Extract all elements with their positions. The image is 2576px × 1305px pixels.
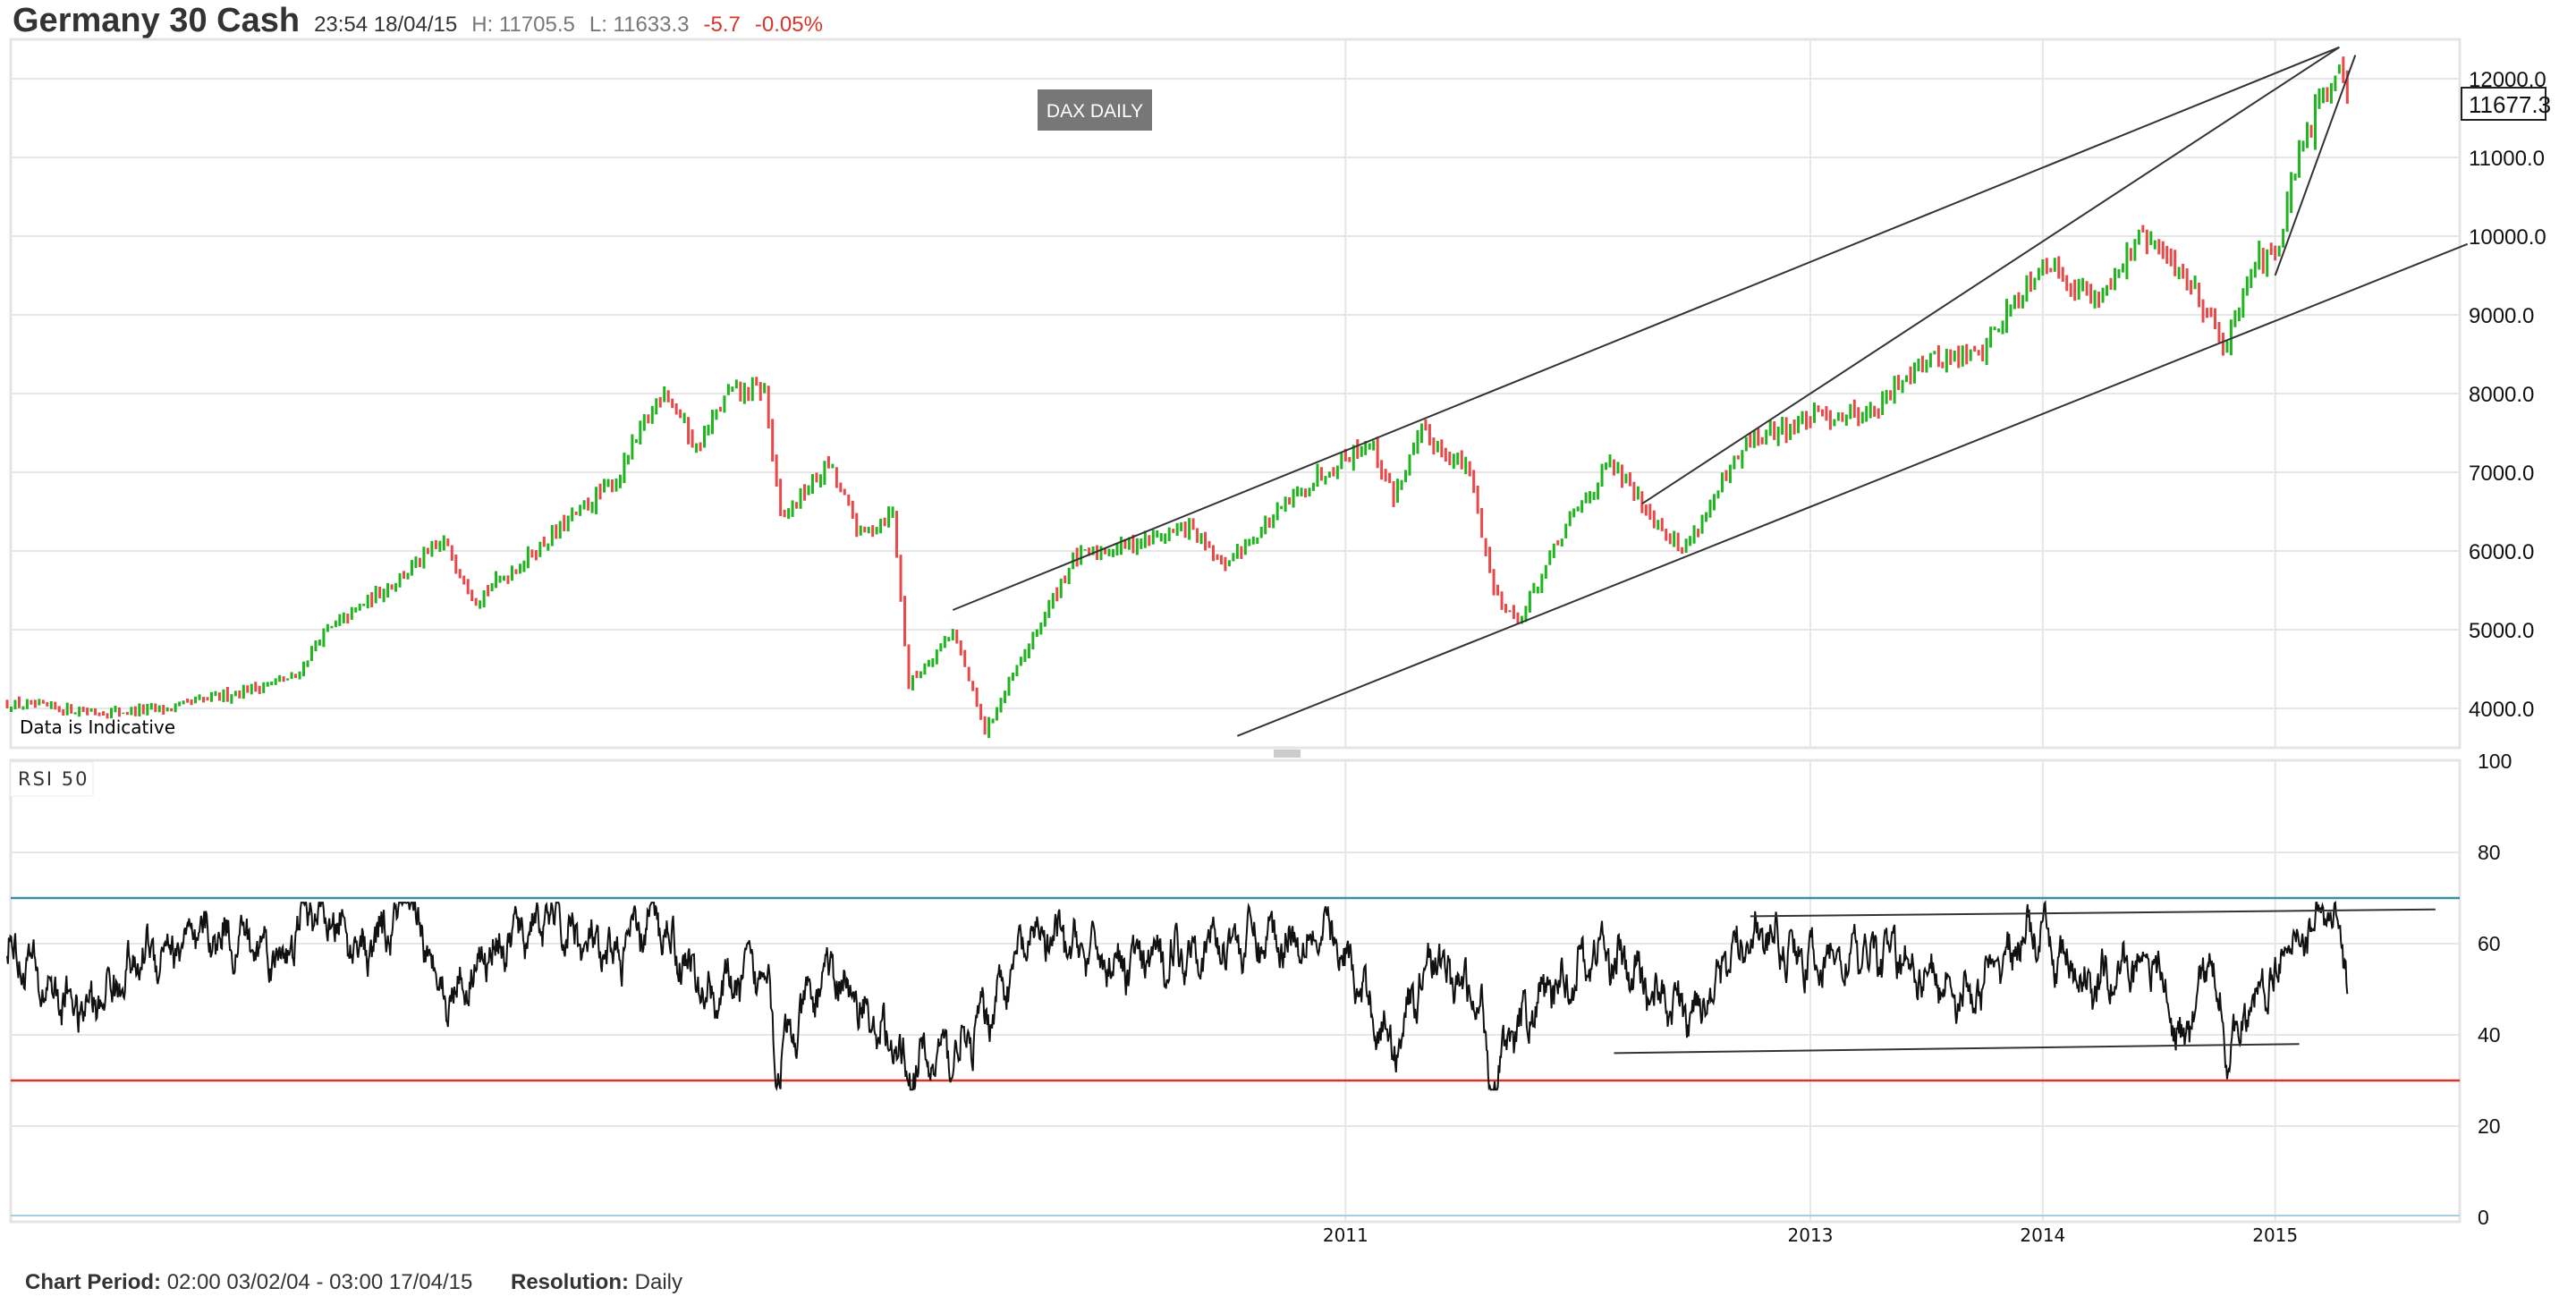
time-tick-label: 2014 [2020, 1224, 2065, 1246]
price-change-pct: -0.05% [754, 13, 823, 37]
last-price-value: 11677.3 [2469, 91, 2551, 118]
rsi-panel [6, 900, 2436, 1092]
resolution-label: Resolution: [510, 1270, 629, 1294]
rsi-label: RSI 50 [18, 768, 89, 790]
price-bars [5, 56, 2349, 739]
price-trendline [2274, 55, 2357, 276]
price-tick-label: 11000.0 [2469, 147, 2545, 171]
price-tick-label: 5000.0 [2469, 619, 2534, 643]
price-tick-label: 4000.0 [2469, 698, 2534, 722]
price-trendline [1641, 46, 2340, 505]
rsi-trendline [1750, 908, 2436, 918]
data-indicative-note: Data is Indicative [20, 716, 175, 738]
price-tick-label: 8000.0 [2469, 383, 2534, 407]
rsi-trendline [1614, 1043, 2300, 1055]
price-trendline [952, 46, 2340, 611]
rsi-line [6, 900, 2349, 1092]
time-tick-label: 2015 [2252, 1224, 2298, 1246]
time-tick-label: 2013 [1788, 1224, 1834, 1246]
price-tick-label: 7000.0 [2469, 462, 2534, 486]
rsi-tick-label: 20 [2478, 1114, 2501, 1138]
chart-footer: Chart Period: 02:00 03/02/04 - 03:00 17/… [25, 1270, 682, 1295]
dax-daily-label-box [1038, 89, 1152, 131]
instrument-title: Germany 30 Cash [13, 2, 301, 39]
price-change: -5.7 [703, 13, 741, 37]
rsi-tick-label: 80 [2478, 841, 2501, 864]
chart-header: Germany 30 Cash 23:54 18/04/15 H: 11705.… [13, 2, 823, 39]
rsi-panel-frame [9, 758, 2462, 1224]
time-tick-label: 2011 [1323, 1224, 1368, 1246]
price-trendline [1236, 242, 2469, 737]
rsi-label-box [10, 761, 94, 797]
rsi-tick-label: 40 [2478, 1023, 2501, 1047]
price-tick-label: 6000.0 [2469, 540, 2534, 564]
rsi-tick-label: 100 [2478, 750, 2512, 773]
period-value: 02:00 03/02/04 - 03:00 17/04/15 [166, 1270, 473, 1294]
rsi-tick-label: 0 [2478, 1206, 2489, 1229]
session-high: H: 11705.5 [471, 13, 575, 37]
panel-resize-handle[interactable] [1274, 750, 1301, 758]
dax-daily-label: DAX DAILY [1046, 101, 1143, 122]
price-tick-label: 9000.0 [2469, 304, 2534, 328]
rsi-tick-label: 60 [2478, 932, 2501, 955]
last-price-marker [2461, 87, 2546, 121]
quote-datetime: 23:54 18/04/15 [314, 13, 458, 37]
period-label: Chart Period: [25, 1270, 162, 1294]
resolution-value: Daily [634, 1270, 682, 1294]
price-tick-label: 10000.0 [2469, 225, 2546, 250]
session-low: L: 11633.3 [589, 13, 690, 37]
trendlines [952, 46, 2469, 737]
